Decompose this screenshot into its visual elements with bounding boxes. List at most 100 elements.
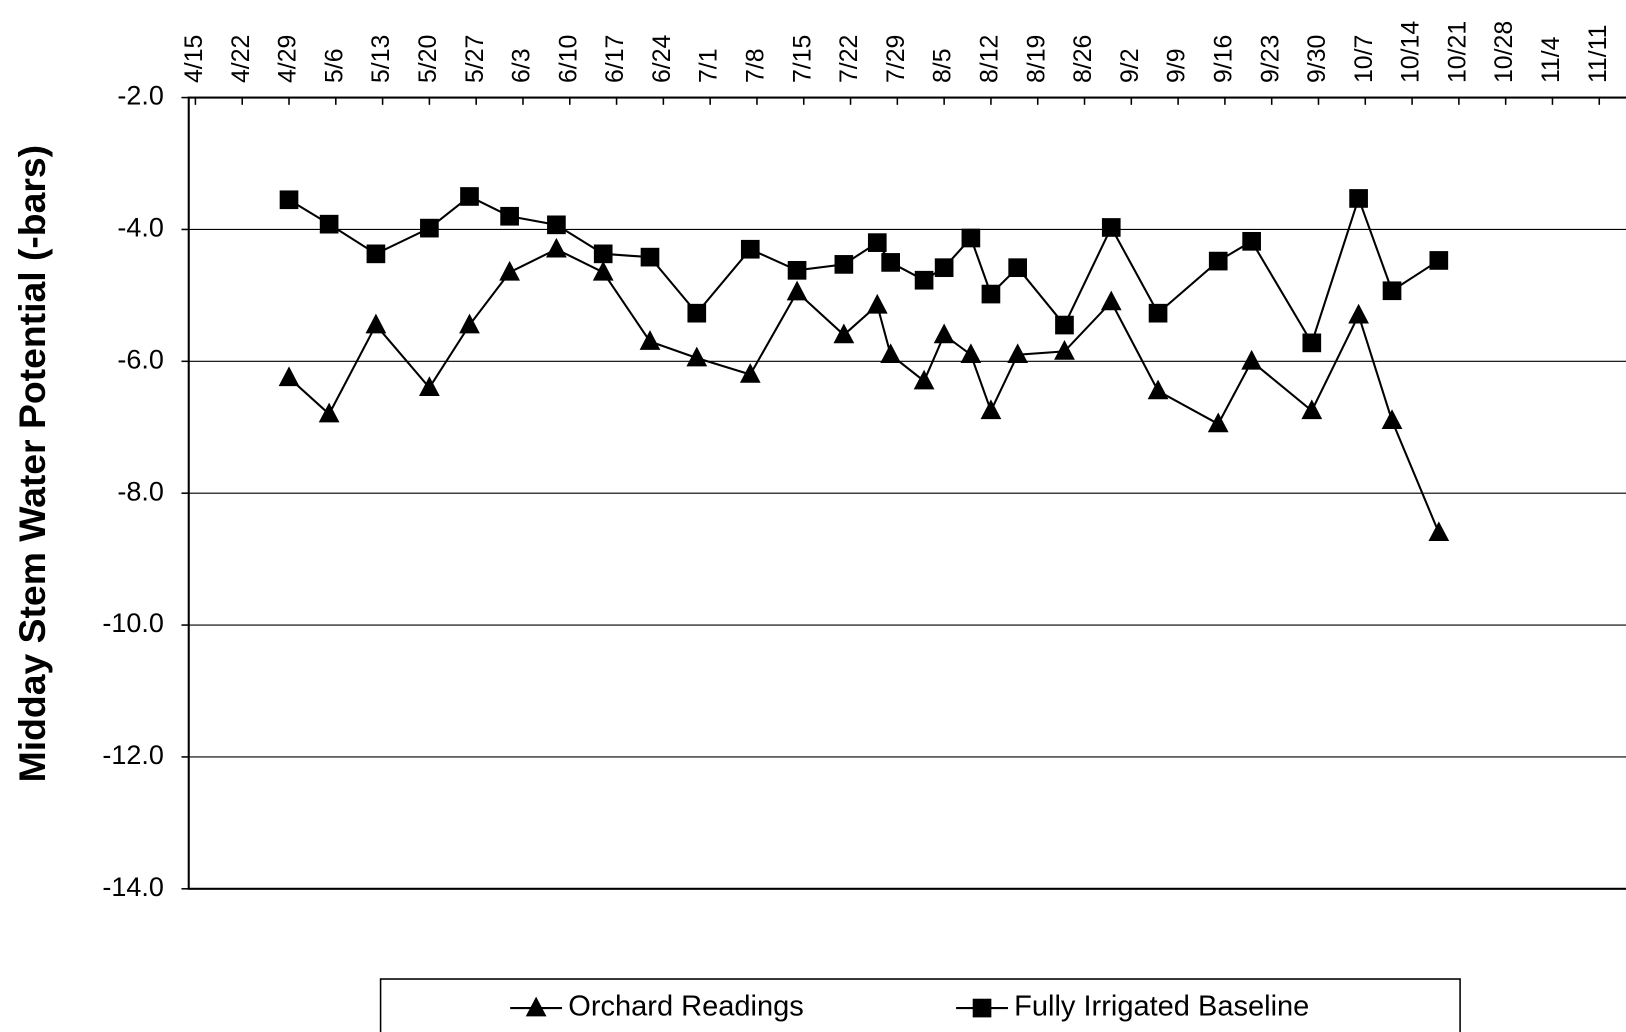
marker-square	[867, 233, 887, 252]
x-tick-label: 10/21	[1443, 21, 1471, 83]
marker-triangle	[786, 280, 808, 301]
marker-triangle	[739, 363, 761, 383]
marker-square	[981, 284, 1001, 304]
marker-triangle	[278, 366, 300, 387]
marker-triangle	[866, 293, 888, 314]
marker-square	[961, 228, 981, 248]
legend-label: Fully Irrigated Baseline	[1014, 991, 1309, 1023]
legend-label: Orchard Readings	[568, 991, 803, 1023]
marker-triangle	[880, 343, 902, 364]
marker-triangle	[1007, 343, 1029, 364]
marker-square	[1349, 189, 1368, 208]
marker-square	[319, 214, 339, 234]
y-axis-label: Midday Stem Water Potential (-bars)	[11, 145, 53, 782]
marker-square	[420, 218, 439, 238]
marker-square	[500, 206, 519, 226]
x-tick-label: 5/13	[367, 35, 395, 83]
x-tick-label: 8/5	[929, 48, 957, 83]
x-tick-label: 8/12	[976, 35, 1004, 83]
marker-square	[1008, 258, 1028, 278]
x-tick-label: 11/11	[1584, 24, 1612, 83]
x-tick-label: 4/15	[180, 35, 208, 83]
marker-square	[914, 270, 934, 290]
x-tick-label: 5/27	[461, 35, 489, 83]
marker-square	[593, 244, 613, 264]
marker-triangle	[980, 399, 1002, 420]
marker-square	[1148, 303, 1168, 323]
x-tick-label: 5/6	[320, 48, 348, 83]
y-tick-label: -8.0	[117, 476, 163, 506]
marker-square	[972, 998, 992, 1018]
y-tick-label: -4.0	[117, 213, 163, 243]
series-line	[288, 195, 1440, 346]
x-tick-label: 6/3	[508, 48, 536, 83]
x-tick-label: 7/22	[835, 35, 863, 83]
x-tick-label: 6/17	[601, 35, 629, 83]
marker-square	[1055, 315, 1074, 335]
marker-triangle	[1207, 412, 1229, 433]
x-tick-label: 9/23	[1256, 35, 1284, 83]
marker-triangle	[913, 369, 935, 390]
plot-frame	[187, 96, 1626, 890]
marker-square	[881, 253, 900, 272]
marker-triangle	[318, 402, 340, 423]
marker-triangle	[499, 260, 520, 281]
marker-triangle	[1054, 340, 1075, 360]
x-tick-label: 7/1	[695, 48, 723, 83]
x-tick-label: 9/2	[1116, 48, 1144, 83]
x-tick-label: 6/24	[648, 34, 676, 83]
y-tick-label: -2.0	[117, 81, 163, 111]
marker-triangle	[686, 346, 708, 367]
marker-square	[1208, 251, 1228, 271]
marker-triangle	[1428, 521, 1450, 542]
marker-square	[1382, 281, 1402, 301]
marker-square	[1242, 231, 1261, 251]
y-tick-label: -12.0	[102, 740, 163, 770]
marker-triangle	[1348, 303, 1369, 324]
x-tick-label: 5/20	[414, 35, 442, 83]
marker-square	[460, 187, 479, 206]
x-tick-label: 8/26	[1069, 35, 1097, 83]
x-tick-label: 7/8	[742, 48, 770, 83]
marker-triangle	[459, 313, 480, 334]
x-tick-label: 4/29	[274, 35, 302, 83]
marker-square	[547, 215, 566, 235]
marker-square	[366, 244, 386, 264]
y-tick-label: -6.0	[117, 344, 163, 374]
marker-triangle	[1100, 290, 1122, 311]
x-tick-label: 9/16	[1209, 35, 1237, 83]
marker-square	[279, 190, 299, 210]
x-tick-label: 4/22	[227, 35, 255, 83]
marker-square	[1429, 251, 1449, 270]
marker-square	[640, 247, 660, 267]
x-tick-label: 10/14	[1397, 21, 1425, 83]
marker-triangle	[833, 323, 855, 344]
marker-triangle	[960, 343, 982, 364]
marker-square	[834, 255, 854, 274]
marker-square	[1101, 218, 1121, 237]
marker-triangle	[639, 330, 661, 350]
marker-square	[787, 260, 807, 280]
x-tick-label: 6/10	[554, 35, 582, 83]
x-tick-label: 9/30	[1303, 35, 1331, 83]
marker-triangle	[525, 996, 547, 1017]
marker-triangle	[546, 237, 567, 258]
marker-triangle	[1381, 409, 1403, 429]
x-tick-label: 8/19	[1022, 35, 1050, 83]
x-tick-label: 7/29	[882, 35, 910, 83]
marker-triangle	[419, 376, 440, 396]
x-tick-label: 11/4	[1537, 36, 1565, 83]
marker-triangle	[1301, 399, 1323, 420]
y-tick-label: -10.0	[102, 608, 163, 638]
series-line	[288, 248, 1440, 534]
marker-square	[1302, 333, 1322, 353]
marker-triangle	[1147, 379, 1169, 400]
marker-triangle	[592, 260, 614, 281]
x-tick-label: 10/28	[1490, 21, 1518, 83]
x-tick-label: 7/15	[788, 35, 816, 83]
x-tick-label: 10/7	[1350, 35, 1378, 83]
marker-triangle	[933, 323, 955, 344]
marker-triangle	[365, 313, 387, 334]
